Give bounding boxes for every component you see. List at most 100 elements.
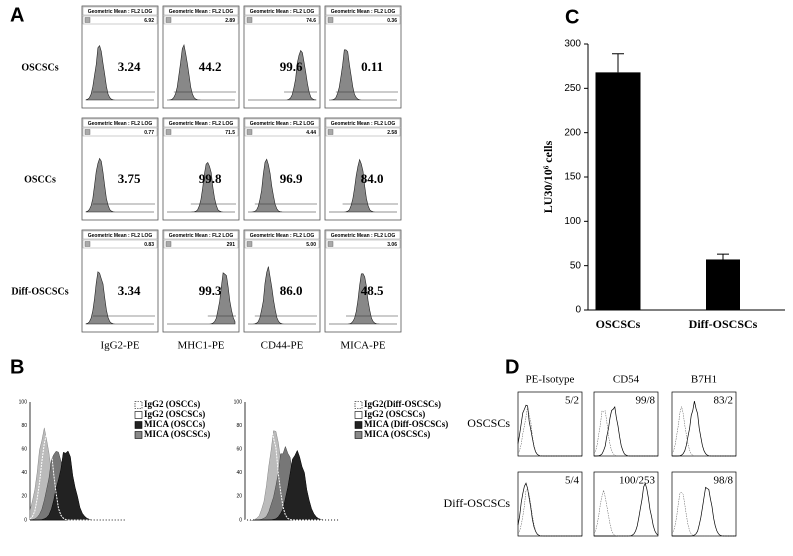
- row-label: OSCCs: [24, 174, 56, 185]
- y-tick-label: 300: [564, 39, 581, 50]
- value-box: [82, 239, 158, 249]
- header: Geometric Mean : FL2 LOG: [250, 9, 315, 15]
- value-box: [163, 15, 239, 25]
- y-tick-label: 200: [564, 127, 581, 138]
- histogram: [517, 489, 582, 537]
- plot-frame: [324, 5, 402, 109]
- header: Geometric Mean : FL2 LOG: [88, 121, 153, 127]
- header: Geometric Mean : FL2 LOG: [169, 121, 234, 127]
- icon: [84, 17, 91, 23]
- legend-label: IgG2 (OSCSCs): [364, 409, 425, 419]
- header-box: [82, 230, 158, 240]
- header: Geometric Mean : FL2 LOG: [250, 233, 315, 239]
- panel-label: A: [10, 4, 24, 26]
- icon: [165, 241, 172, 247]
- histogram: [329, 49, 397, 101]
- header-box: [244, 230, 320, 240]
- histogram: [517, 482, 582, 537]
- y-tick-label: 150: [564, 172, 581, 183]
- y-tick-label: 60: [236, 447, 242, 453]
- column-label: PE-Isotype: [526, 374, 575, 386]
- mean-value: 291: [227, 242, 236, 248]
- legend-swatch: [354, 421, 363, 429]
- bar: [706, 259, 740, 310]
- histogram: [245, 449, 340, 521]
- y-tick-label: 40: [236, 470, 242, 476]
- legend-swatch: [134, 401, 143, 409]
- header: Geometric Mean : FL2 LOG: [169, 9, 234, 15]
- histogram: [248, 266, 316, 325]
- y-tick-label: 100: [564, 216, 581, 227]
- panel-label: C: [565, 6, 579, 28]
- header-box: [325, 230, 401, 240]
- header-box: [163, 6, 239, 16]
- header: Geometric Mean : FL2 LOG: [88, 9, 153, 15]
- column-label: MHC1-PE: [177, 340, 224, 352]
- header-box: [325, 6, 401, 16]
- y-tick-label: 0: [24, 517, 27, 523]
- percent: 99.3: [199, 283, 222, 298]
- header-box: [82, 6, 158, 16]
- icon: [327, 241, 334, 247]
- icon: [246, 17, 253, 23]
- y-tick-label: 80: [21, 423, 27, 429]
- plot-frame: [324, 117, 402, 221]
- histogram: [672, 486, 736, 537]
- y-tick-label: 0: [575, 305, 581, 316]
- y-axis-title: LU30/10⁶ cells: [541, 140, 555, 213]
- value: 5/4: [565, 475, 580, 487]
- y-tick-label: 20: [21, 494, 27, 500]
- histogram: [245, 424, 340, 521]
- histogram: [248, 158, 316, 213]
- mean-value: 6.92: [144, 18, 154, 24]
- icon: [327, 129, 334, 135]
- percent: 99.8: [199, 171, 222, 186]
- panel-label: D: [505, 356, 519, 378]
- value: 5/2: [565, 395, 579, 407]
- plot-frame: [243, 229, 321, 333]
- header-box: [244, 6, 320, 16]
- mean-value: 0.83: [144, 242, 154, 248]
- percent: 84.0: [361, 171, 384, 186]
- legend-label: IgG2 (OSCCs): [144, 399, 200, 409]
- y-tick-label: 60: [21, 447, 27, 453]
- percent: 3.24: [118, 59, 141, 74]
- mean-value: 71.5: [225, 130, 235, 136]
- header: Geometric Mean : FL2 LOG: [169, 233, 234, 239]
- x-tick-label: Diff-OSCSCs: [689, 317, 758, 331]
- column-label: B7H1: [691, 374, 717, 386]
- histogram: [167, 161, 235, 213]
- histogram: [167, 44, 235, 101]
- value-box: [325, 239, 401, 249]
- y-tick-label: 100: [234, 399, 243, 405]
- header-box: [325, 118, 401, 128]
- histogram: [85, 44, 154, 101]
- plot-frame: [162, 5, 240, 109]
- legend-label: MICA (Diff-OSCSCs): [364, 419, 448, 429]
- legend-label: MICA (OSCCs): [144, 419, 205, 429]
- value-box: [163, 127, 239, 137]
- value-box: [325, 127, 401, 137]
- y-tick-label: 80: [236, 423, 242, 429]
- histogram: [329, 273, 397, 325]
- header-box: [82, 118, 158, 128]
- histogram: [594, 405, 658, 457]
- percent: 3.34: [118, 283, 141, 298]
- icon: [246, 241, 253, 247]
- histogram: [594, 482, 659, 537]
- header: Geometric Mean : FL2 LOG: [88, 233, 153, 239]
- histogram: [248, 49, 317, 101]
- y-tick-label: 100: [19, 399, 28, 405]
- bar: [595, 72, 641, 310]
- header-box: [163, 118, 239, 128]
- percent: 96.9: [280, 171, 303, 186]
- icon: [165, 17, 172, 23]
- value-box: [244, 239, 320, 249]
- histogram: [671, 492, 736, 537]
- legend-label: MICA (OSCSCs): [364, 429, 430, 439]
- histogram: [517, 406, 582, 457]
- histogram: [672, 401, 736, 457]
- plot-frame: [162, 117, 240, 221]
- histogram: [593, 410, 658, 457]
- value: 100/253: [619, 475, 656, 487]
